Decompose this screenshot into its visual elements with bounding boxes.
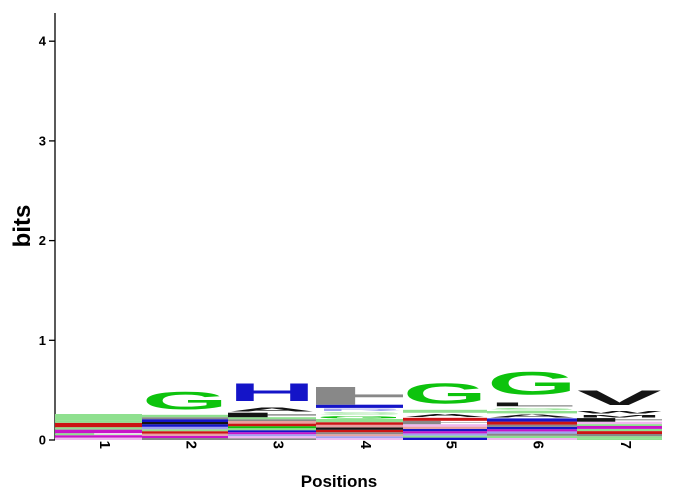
svg-text:R: R <box>316 408 403 412</box>
svg-text:M: M <box>577 414 662 418</box>
svg-text:4: 4 <box>357 441 374 450</box>
svg-text:2: 2 <box>183 441 200 449</box>
svg-text:1: 1 <box>39 333 46 348</box>
svg-text:G: G <box>142 387 228 415</box>
svg-text:4: 4 <box>39 34 47 49</box>
svg-text:S: S <box>316 412 403 416</box>
svg-text:2: 2 <box>39 233 46 248</box>
svg-text:6: 6 <box>530 441 547 449</box>
svg-text:A: A <box>403 413 487 418</box>
svg-text:3: 3 <box>270 441 287 449</box>
svg-text:A: A <box>228 406 316 412</box>
svg-text:0: 0 <box>39 433 46 448</box>
svg-text:Positions: Positions <box>301 472 378 491</box>
svg-text:G: G <box>403 377 487 410</box>
svg-text:G: G <box>316 415 403 419</box>
svg-text:H: H <box>228 378 316 406</box>
svg-text:W: W <box>577 410 662 414</box>
svg-text:S: S <box>487 407 577 411</box>
svg-text:L: L <box>487 401 577 407</box>
svg-text:bits: bits <box>9 205 36 248</box>
svg-text:3: 3 <box>39 133 46 148</box>
svg-text:7: 7 <box>617 441 634 449</box>
svg-text:5: 5 <box>443 441 460 449</box>
svg-text:A: A <box>487 413 577 418</box>
svg-text:1: 1 <box>96 441 113 449</box>
svg-text:G: G <box>487 365 577 401</box>
svg-text:V: V <box>577 386 662 410</box>
